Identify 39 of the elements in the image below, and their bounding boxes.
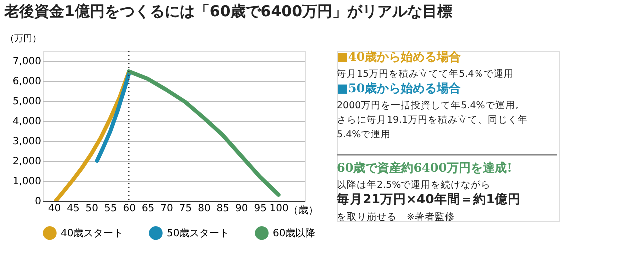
text: 以降は年2.5%で運用を続けながら <box>337 179 492 191</box>
text: ■50歳から始める場合 <box>337 82 462 96</box>
line-series <box>127 70 281 197</box>
text: 2000万円を一括投資して年5.4%で運用。 <box>337 100 526 112</box>
y-tick-label: 2,000 <box>12 156 42 168</box>
x-tick-label: 70 <box>160 204 174 214</box>
line-series <box>95 72 132 163</box>
text: 5.4%で運用 <box>337 128 392 140</box>
text: 60歳で資産約6400万円を達成! <box>337 161 512 175</box>
text: さらに毎月19.1万円を積み立て、同じく年 <box>337 114 528 126</box>
x-tick-label: 100 <box>270 204 289 214</box>
y-tick-label: 4,000 <box>12 116 42 128</box>
legend-label: 50歳スタート <box>167 227 230 240</box>
x-tick-label: 65 <box>142 204 155 214</box>
y-tick-label: 7,000 <box>12 56 42 68</box>
x-tick-label: 90 <box>236 204 248 214</box>
legend-label: 60歳以降 <box>273 227 316 240</box>
x-axis-title: （歳） <box>288 204 318 216</box>
text: 毎月21万円×40年間＝約1億円 <box>336 192 521 206</box>
legend-label: 40歳スタート <box>61 227 124 240</box>
x-tick-label: 45 <box>67 204 80 214</box>
x-tick-label: 85 <box>216 204 230 214</box>
text: ■40歳から始める場合 <box>337 50 462 64</box>
y-tick-label: 0 <box>35 196 42 208</box>
y-tick-label: 6,000 <box>12 76 42 88</box>
text: を取り崩せる ※著者監修 <box>337 211 455 223</box>
text: 毎月15万円を積み立てて年5.4％で運用 <box>337 68 514 80</box>
y-tick-label: 5,000 <box>12 96 42 108</box>
y-tick-label: 1,000 <box>12 176 42 188</box>
x-tick-label: 60 <box>123 204 136 214</box>
x-tick-label: 80 <box>198 204 211 214</box>
y-axis-title: （万円） <box>6 34 42 44</box>
x-tick-label: 50 <box>86 204 99 214</box>
chart-title: 老後資金1億円をつくるには「60歳で6400万円」がリアルな目標 <box>4 2 453 20</box>
x-tick-label: 40 <box>48 204 62 214</box>
x-tick-label: 75 <box>179 204 192 214</box>
x-tick-label: 95 <box>254 204 267 214</box>
y-tick-label: 3,000 <box>12 136 42 148</box>
x-tick-label: 55 <box>104 204 118 214</box>
